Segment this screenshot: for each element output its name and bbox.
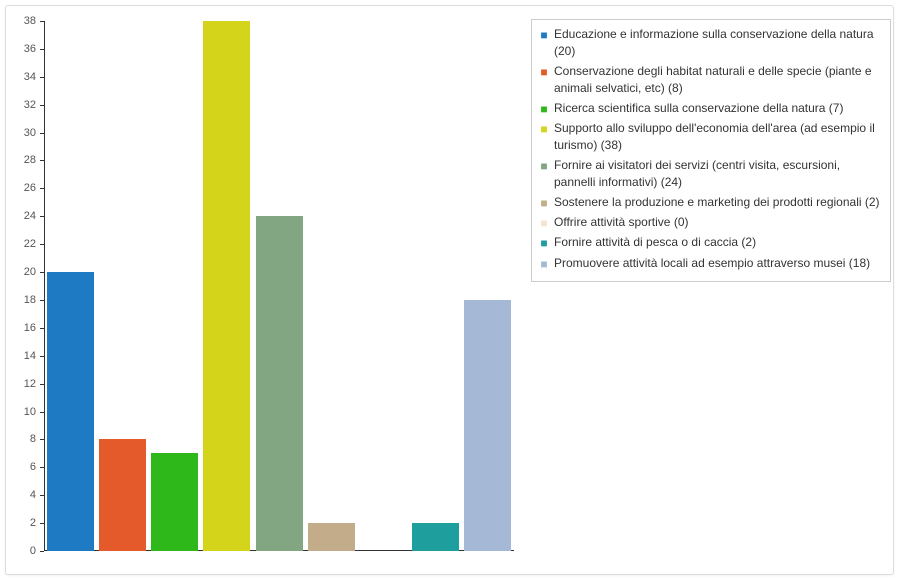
bar: [203, 21, 250, 551]
ytick-label: 36: [8, 43, 36, 55]
ytick-label: 30: [8, 127, 36, 139]
legend-item: ■ Promuovere attività locali ad esempio a…: [540, 255, 882, 273]
ytick-label: 32: [8, 99, 36, 111]
legend-bullet-icon: ■: [540, 235, 548, 252]
ytick-label: 24: [8, 210, 36, 222]
bar: [151, 453, 198, 551]
ytick-label: 20: [8, 266, 36, 278]
ytick-label: 0: [8, 545, 36, 557]
legend-bullet-icon: ■: [540, 121, 548, 138]
chart-frame: 02468101214161820222426283032343638 ■Edu…: [5, 5, 894, 575]
ytick-mark: [40, 412, 44, 413]
ytick-mark: [40, 133, 44, 134]
ytick-label: 4: [8, 489, 36, 501]
legend-label: Ricerca scientifica sulla conservazione …: [554, 100, 882, 117]
bar: [47, 272, 94, 551]
legend-item: ■ Conservazione degli habitat naturali e …: [540, 63, 882, 98]
legend-bullet-icon: ■: [540, 27, 548, 44]
legend-bullet-icon: ■: [540, 195, 548, 212]
ytick-mark: [40, 439, 44, 440]
ytick-mark: [40, 356, 44, 357]
legend-bullet-icon: ■: [540, 215, 548, 232]
ytick-label: 16: [8, 322, 36, 334]
legend-bullet-icon: ■: [540, 256, 548, 273]
ytick-label: 18: [8, 294, 36, 306]
legend-bullet-icon: ■: [540, 158, 548, 175]
ytick-mark: [40, 244, 44, 245]
legend-item: ■ Fornire attività di pesca o di caccia (…: [540, 234, 882, 252]
bar: [256, 216, 303, 551]
legend-item: ■ Supporto allo sviluppo dell'economia de…: [540, 120, 882, 155]
ytick-label: 2: [8, 517, 36, 529]
legend-bullet-icon: ■: [540, 101, 548, 118]
ytick-mark: [40, 21, 44, 22]
ytick-mark: [40, 495, 44, 496]
ytick-mark: [40, 160, 44, 161]
legend-item: ■ Fornire ai visitatori dei servizi (cent…: [540, 157, 882, 192]
legend-item: ■ Educazione e informazione sulla conserv…: [540, 26, 882, 61]
ytick-label: 10: [8, 406, 36, 418]
ytick-label: 28: [8, 154, 36, 166]
legend-bullet-icon: ■: [540, 64, 548, 81]
bar: [412, 523, 459, 551]
bar: [464, 300, 511, 551]
legend-label: Sostenere la produzione e marketing dei …: [554, 194, 882, 211]
legend-label: Promuovere attività locali ad esempio at…: [554, 255, 882, 272]
ytick-mark: [40, 551, 44, 552]
ytick-mark: [40, 77, 44, 78]
legend-item: ■ Ricerca scientifica sulla conservazione…: [540, 100, 882, 118]
legend-label: Fornire attività di pesca o di caccia (2…: [554, 234, 882, 251]
ytick-mark: [40, 188, 44, 189]
legend-label: Educazione e informazione sulla conserva…: [554, 26, 882, 61]
ytick-mark: [40, 467, 44, 468]
ytick-mark: [40, 328, 44, 329]
bar: [308, 523, 355, 551]
bar: [99, 439, 146, 551]
ytick-mark: [40, 105, 44, 106]
ytick-label: 38: [8, 15, 36, 27]
legend-label: Offrire attività sportive (0): [554, 214, 882, 231]
legend-label: Fornire ai visitatori dei servizi (centr…: [554, 157, 882, 192]
y-axis: [44, 21, 45, 551]
ytick-mark: [40, 300, 44, 301]
ytick-mark: [40, 523, 44, 524]
ytick-mark: [40, 49, 44, 50]
ytick-mark: [40, 384, 44, 385]
ytick-label: 26: [8, 182, 36, 194]
ytick-mark: [40, 216, 44, 217]
ytick-label: 34: [8, 71, 36, 83]
legend-label: Supporto allo sviluppo dell'economia del…: [554, 120, 882, 155]
legend-label: Conservazione degli habitat naturali e d…: [554, 63, 882, 98]
ytick-label: 14: [8, 350, 36, 362]
ytick-label: 8: [8, 433, 36, 445]
ytick-label: 6: [8, 461, 36, 473]
ytick-mark: [40, 272, 44, 273]
legend: ■ Educazione e informazione sulla conserv…: [531, 19, 891, 282]
chart-container: 02468101214161820222426283032343638 ■Edu…: [0, 0, 899, 580]
plot-area: 02468101214161820222426283032343638: [44, 21, 514, 551]
ytick-label: 12: [8, 378, 36, 390]
legend-item: ■ Sostenere la produzione e marketing dei…: [540, 194, 882, 212]
legend-item: ■ Offrire attività sportive (0): [540, 214, 882, 232]
ytick-label: 22: [8, 238, 36, 250]
